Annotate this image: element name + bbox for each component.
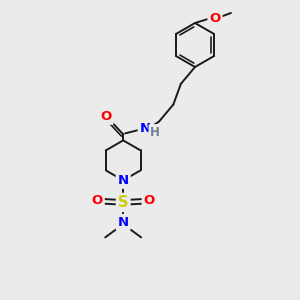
Text: N: N	[118, 174, 129, 187]
Text: N: N	[140, 122, 151, 135]
Text: O: O	[144, 194, 155, 207]
Text: O: O	[209, 11, 220, 25]
Text: H: H	[150, 126, 160, 139]
Text: O: O	[100, 110, 112, 123]
Text: S: S	[118, 195, 128, 210]
Text: O: O	[92, 194, 103, 207]
Text: N: N	[118, 216, 129, 229]
